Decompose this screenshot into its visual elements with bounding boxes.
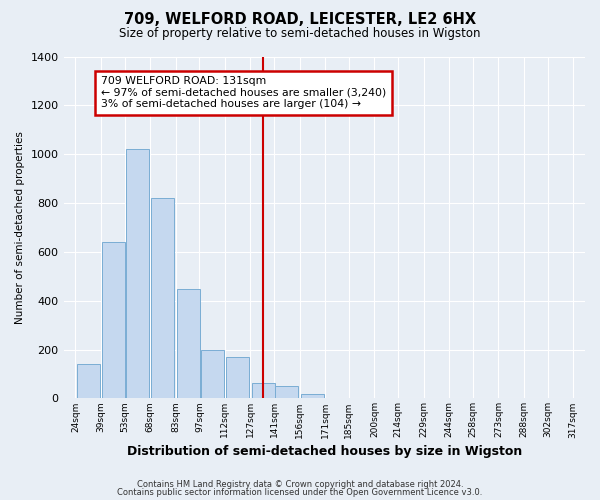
Bar [301, 394, 324, 398]
Bar [126, 150, 149, 398]
Bar [177, 288, 200, 399]
Text: Contains HM Land Registry data © Crown copyright and database right 2024.: Contains HM Land Registry data © Crown c… [137, 480, 463, 489]
Bar [275, 386, 298, 398]
Bar [151, 198, 175, 398]
Bar [226, 357, 249, 399]
Text: Size of property relative to semi-detached houses in Wigston: Size of property relative to semi-detach… [119, 28, 481, 40]
Bar [251, 382, 275, 398]
Text: Contains public sector information licensed under the Open Government Licence v3: Contains public sector information licen… [118, 488, 482, 497]
Bar [77, 364, 100, 398]
Bar [102, 242, 125, 398]
Y-axis label: Number of semi-detached properties: Number of semi-detached properties [15, 131, 25, 324]
Text: 709, WELFORD ROAD, LEICESTER, LE2 6HX: 709, WELFORD ROAD, LEICESTER, LE2 6HX [124, 12, 476, 28]
Text: 709 WELFORD ROAD: 131sqm
← 97% of semi-detached houses are smaller (3,240)
3% of: 709 WELFORD ROAD: 131sqm ← 97% of semi-d… [101, 76, 386, 109]
X-axis label: Distribution of semi-detached houses by size in Wigston: Distribution of semi-detached houses by … [127, 444, 522, 458]
Bar [201, 350, 224, 399]
